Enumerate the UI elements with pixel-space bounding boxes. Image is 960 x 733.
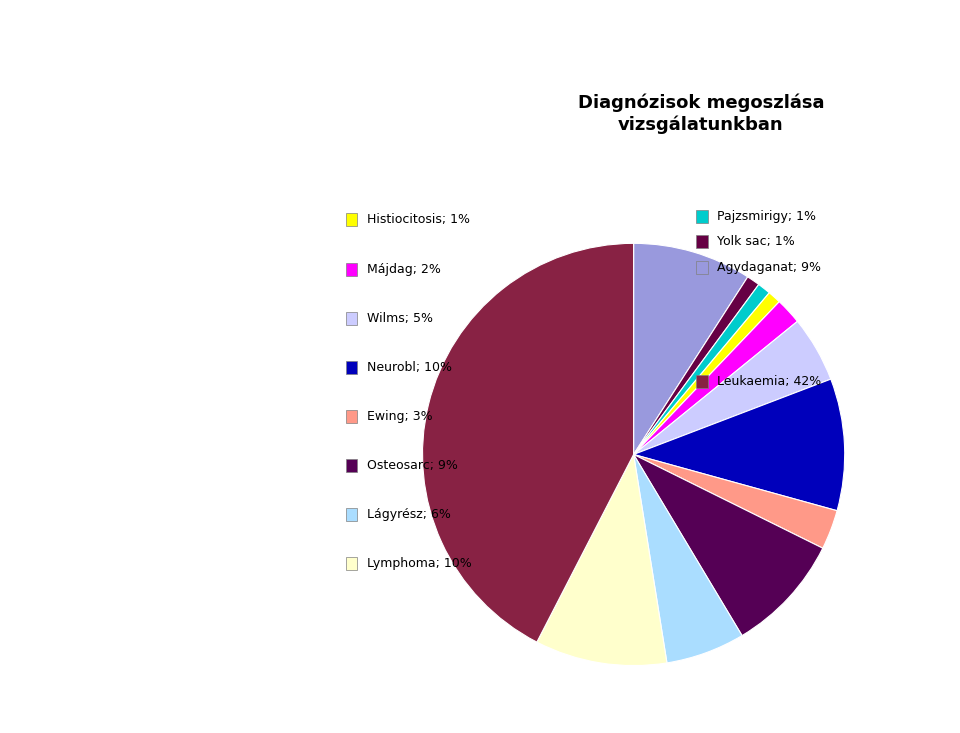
- Text: ■: ■: [346, 459, 357, 472]
- Text: Neurobl; 10%: Neurobl; 10%: [367, 361, 452, 374]
- Wedge shape: [422, 243, 634, 642]
- Text: ■: ■: [346, 262, 357, 276]
- Wedge shape: [634, 277, 758, 454]
- Text: Lágyrész; 6%: Lágyrész; 6%: [367, 508, 450, 521]
- Wedge shape: [634, 302, 798, 454]
- Wedge shape: [634, 379, 845, 511]
- Text: Yolk sac; 1%: Yolk sac; 1%: [717, 235, 795, 248]
- Text: Ewing; 3%: Ewing; 3%: [367, 410, 432, 423]
- Text: ■: ■: [696, 210, 708, 223]
- Text: Wilms; 5%: Wilms; 5%: [367, 312, 433, 325]
- Text: ■: ■: [696, 261, 708, 274]
- Text: Diagnózisok megoszlása
vizsgálatunkban: Diagnózisok megoszlása vizsgálatunkban: [578, 94, 824, 133]
- Wedge shape: [634, 284, 769, 454]
- Text: Histiocitosis; 1%: Histiocitosis; 1%: [367, 213, 469, 226]
- Text: ■: ■: [346, 508, 357, 521]
- Text: ■: ■: [346, 557, 357, 570]
- Wedge shape: [634, 454, 823, 636]
- Text: ■: ■: [346, 410, 357, 423]
- Text: Agydaganat; 9%: Agydaganat; 9%: [717, 261, 821, 274]
- Text: ■: ■: [696, 375, 708, 388]
- Wedge shape: [634, 454, 837, 548]
- Text: Pajzsmirigy; 1%: Pajzsmirigy; 1%: [717, 210, 816, 223]
- Text: ■: ■: [346, 213, 357, 226]
- Text: ■: ■: [346, 312, 357, 325]
- Text: Leukaemia; 42%: Leukaemia; 42%: [717, 375, 822, 388]
- Text: Lymphoma; 10%: Lymphoma; 10%: [367, 557, 471, 570]
- Wedge shape: [634, 321, 830, 454]
- Text: Osteosarc; 9%: Osteosarc; 9%: [367, 459, 458, 472]
- Wedge shape: [634, 454, 742, 663]
- Text: Májdag; 2%: Májdag; 2%: [367, 262, 441, 276]
- Text: ■: ■: [346, 361, 357, 374]
- Text: ■: ■: [696, 235, 708, 248]
- Wedge shape: [537, 454, 667, 666]
- Wedge shape: [634, 243, 748, 454]
- Wedge shape: [634, 292, 780, 454]
